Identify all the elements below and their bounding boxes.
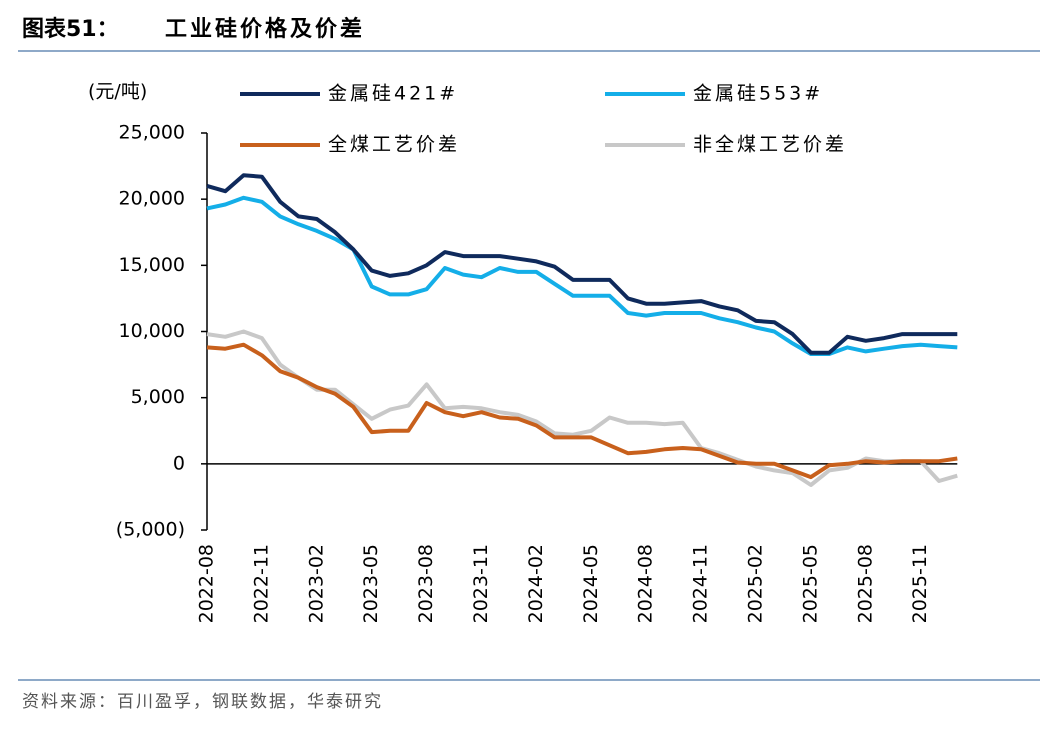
figure-label: 图表51： (22, 17, 119, 42)
x-tick-label: 2022-11 (250, 544, 272, 623)
source: 资料来源：百川盈孚，钢联数据，华泰研究 (22, 692, 383, 712)
x-tick-label: 2023-08 (415, 544, 437, 623)
x-tick-label: 2024-11 (690, 544, 712, 623)
chart-title: 工业硅价格及价差 (165, 16, 365, 42)
y-tick-label: (5,000) (116, 519, 185, 541)
y-tick-label: 20,000 (119, 188, 185, 210)
legend-label: 非全煤工艺价差 (693, 134, 847, 156)
series-line (206, 342, 958, 480)
x-tick-label: 2025-08 (854, 544, 876, 623)
series-line (206, 195, 958, 356)
y-tick-label: 0 (173, 452, 185, 474)
y-tick-label: 5,000 (131, 386, 185, 408)
legend-label: 金属硅421# (328, 83, 458, 105)
x-tick-label: 2024-02 (525, 544, 547, 623)
x-tick-label: 2025-05 (799, 544, 821, 623)
x-tick-label: 2025-02 (745, 544, 767, 623)
x-tick-label: 2023-02 (305, 544, 327, 623)
series-line (206, 329, 958, 487)
x-tick-label: 2023-05 (360, 544, 382, 623)
legend-label: 金属硅553# (693, 83, 823, 105)
x-tick-label: 2023-11 (470, 544, 492, 623)
y-tick-label: 25,000 (119, 122, 185, 144)
legend-label: 全煤工艺价差 (328, 134, 460, 156)
y-axis-label: (元/吨) (88, 81, 147, 103)
x-tick-label: 2024-05 (580, 544, 602, 623)
series-line (206, 173, 958, 355)
y-tick-label: 15,000 (119, 254, 185, 276)
y-tick-label: 10,000 (119, 320, 185, 342)
x-tick-label: 2024-08 (635, 544, 657, 623)
x-tick-label: 2022-08 (196, 544, 218, 623)
x-tick-label: 2025-11 (909, 544, 931, 623)
